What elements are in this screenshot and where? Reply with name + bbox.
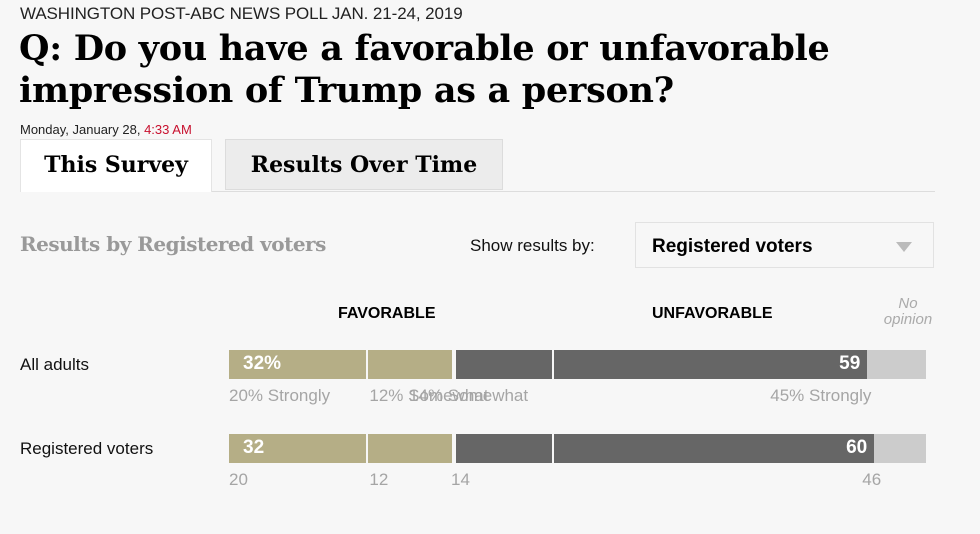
no-opinion-header: No opinion (883, 295, 933, 328)
favorable-total-label: 32% (243, 353, 282, 374)
unfavorable-total-label: 59 (839, 353, 861, 374)
tab-bar: This Survey Results Over Time (20, 139, 935, 192)
segment-sublabel: 12 (369, 470, 389, 489)
bar-segment-fav_strong (229, 434, 368, 463)
group-select[interactable]: Registered voters (635, 222, 934, 268)
tab-results-over-time[interactable]: Results Over Time (225, 139, 503, 190)
bar-segment-no-opinion (874, 434, 926, 463)
date-text: Monday, January 28, (20, 122, 141, 137)
bar-segment-unfav_strong (553, 434, 875, 463)
bar-segment-fav_somewhat (368, 434, 453, 463)
segment-sublabel: 20% Strongly (229, 386, 331, 405)
segment-sublabel: 45% Strongly (770, 386, 872, 405)
chevron-down-icon (896, 242, 912, 252)
time-text: 4:33 AM (144, 122, 192, 137)
tab-this-survey[interactable]: This Survey (20, 139, 212, 192)
segment-sublabel: 46 (862, 470, 882, 489)
segment-sublabel: 20 (229, 470, 248, 489)
favorable-header: FAVORABLE (338, 305, 436, 322)
favorable-total-label: 32 (243, 437, 265, 458)
group-select-value: Registered voters (652, 236, 813, 257)
dateline: Monday, January 28, 4:33 AM (20, 122, 192, 137)
page-title: Q: Do you have a favorable or unfavorabl… (19, 28, 830, 111)
row-label: Registered voters (20, 439, 154, 458)
unfavorable-header: UNFAVORABLE (652, 305, 773, 322)
show-results-label: Show results by: (470, 236, 595, 255)
bar-segment-unfav_somewhat (456, 434, 553, 463)
poll-kicker: WASHINGTON POST-ABC NEWS POLL JAN. 21-24… (20, 4, 463, 23)
bar-segment-unfav_strong (553, 350, 868, 379)
segment-sublabel: 14% Somewhat (409, 386, 529, 405)
bar-segment-fav_somewhat (368, 350, 453, 379)
row-label: All adults (20, 355, 89, 374)
bar-segment-fav_strong (229, 350, 368, 379)
results-title: Results by Registered voters (20, 232, 326, 256)
bar-segment-unfav_somewhat (456, 350, 553, 379)
segment-sublabel: 12% Somewhat (369, 386, 489, 405)
bar-segment-no-opinion (867, 350, 926, 379)
segment-sublabel: 14 (451, 470, 470, 489)
unfavorable-total-label: 60 (846, 437, 868, 458)
